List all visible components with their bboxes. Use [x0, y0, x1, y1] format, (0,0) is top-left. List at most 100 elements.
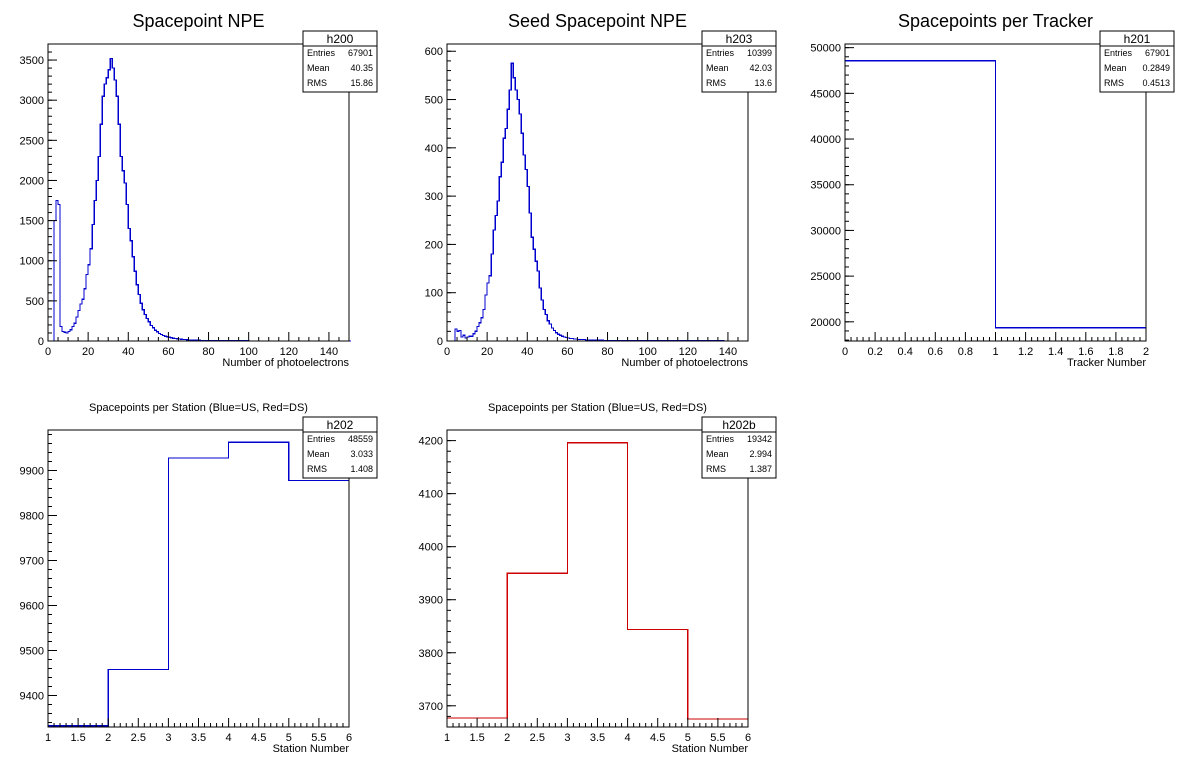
stats-name: h202b: [722, 418, 756, 432]
x-tick-label: 40: [122, 346, 134, 358]
stats-value-rms: 13.6: [754, 78, 772, 88]
x-tick-label: 40: [521, 346, 533, 358]
x-tick-label: 2: [105, 732, 111, 744]
histogram-panel-0: Spacepoint NPE 0 20 40 60 80 100 120 140 0 500 1000…: [20, 11, 378, 369]
x-tick-label: 140: [320, 346, 338, 358]
histogram-panel-3: Spacepoints per Station (Blue=US, Red=DS…: [20, 402, 378, 755]
stats-label-rms: RMS: [307, 464, 327, 474]
stats-value-rms: 0.4513: [1142, 78, 1170, 88]
x-tick-label: 1.6: [1078, 346, 1093, 358]
chart-title: Seed Spacepoint NPE: [508, 11, 687, 31]
x-tick-label: 0: [842, 346, 848, 358]
stats-value-entries: 48559: [348, 434, 373, 444]
stats-box-frame: [701, 416, 777, 479]
stats-value-mean: 2.994: [749, 449, 772, 459]
stats-box: h202 Entries 48559 Mean 3.033 RMS 1.408: [302, 416, 378, 479]
y-tick-label: 9500: [20, 646, 44, 658]
x-tick-label: 5.5: [311, 732, 326, 744]
x-tick-label: 5.5: [710, 732, 725, 744]
stats-box-frame: [1099, 30, 1175, 93]
histogram-line: [47, 441, 349, 727]
y-tick-label: 100: [425, 288, 443, 300]
x-tick-label: 4.5: [251, 732, 266, 744]
y-tick-label: 600: [425, 46, 443, 58]
y-tick-label: 9600: [20, 601, 44, 613]
stats-label-mean: Mean: [1104, 63, 1127, 73]
x-tick-label: 120: [679, 346, 697, 358]
x-tick-label: 1.8: [1108, 346, 1123, 358]
y-tick-label: 3500: [20, 55, 44, 67]
y-tick-label: 200: [425, 239, 443, 251]
x-tick-label: 100: [638, 346, 656, 358]
stats-label-entries: Entries: [1104, 48, 1133, 58]
x-tick-label: 1.2: [1018, 346, 1033, 358]
histogram-line: [447, 62, 748, 342]
histogram-line: [48, 57, 352, 342]
y-tick-label: 9800: [20, 511, 44, 523]
x-tick-label: 6: [346, 732, 352, 744]
stats-value-entries: 67901: [1145, 48, 1170, 58]
chart-title: Spacepoints per Tracker: [898, 11, 1093, 31]
x-tick-label: 1.5: [469, 732, 484, 744]
x-tick-label: 60: [561, 346, 573, 358]
stats-label-mean: Mean: [307, 449, 330, 459]
histogram-line: [844, 60, 1146, 341]
y-tick-label: 45000: [810, 88, 841, 100]
y-tick-label: 4000: [419, 542, 443, 554]
stats-value-rms: 15.86: [350, 78, 373, 88]
chart-title: Spacepoint NPE: [132, 11, 264, 31]
x-tick-label: 3: [564, 732, 570, 744]
stats-box-frame: [302, 416, 378, 479]
x-tick-label: 100: [239, 346, 257, 358]
x-tick-label: 2.5: [131, 732, 146, 744]
y-tick-label: 9900: [20, 466, 44, 478]
y-tick-label: 35000: [810, 180, 841, 192]
y-tick-label: 3900: [419, 595, 443, 607]
stats-value-rms: 1.387: [749, 464, 772, 474]
x-axis-label: Number of photoelectrons: [621, 357, 748, 369]
x-tick-label: 1: [992, 346, 998, 358]
x-tick-label: 4.5: [650, 732, 665, 744]
y-tick-label: 1000: [20, 256, 44, 268]
stats-label-entries: Entries: [307, 434, 336, 444]
y-tick-label: 3700: [419, 701, 443, 713]
stats-value-entries: 67901: [348, 48, 373, 58]
x-tick-label: 0: [444, 346, 450, 358]
x-tick-label: 0.8: [958, 346, 973, 358]
x-tick-label: 1.4: [1048, 346, 1063, 358]
histogram-line: [446, 442, 748, 727]
chart-title: Spacepoints per Station (Blue=US, Red=DS…: [89, 402, 308, 414]
y-tick-label: 2000: [20, 175, 44, 187]
stats-box-frame: [701, 30, 777, 93]
x-axis-label: Number of photoelectrons: [222, 357, 349, 369]
x-tick-label: 6: [745, 732, 751, 744]
x-tick-label: 2.5: [530, 732, 545, 744]
stats-box-frame: [302, 30, 378, 93]
y-tick-label: 50000: [810, 43, 841, 55]
stats-value-mean: 40.35: [350, 63, 373, 73]
histogram-panel-4: Spacepoints per Station (Blue=US, Red=DS…: [419, 402, 777, 755]
histogram-panel-1: Seed Spacepoint NPE 0 20 40 60 80 100 120 140 0 10…: [425, 11, 777, 369]
x-tick-label: 20: [82, 346, 94, 358]
histogram-panel-2: Spacepoints per Tracker 0 0.2 0.4 0.6 0.8 1 1.2…: [810, 11, 1175, 369]
stats-label-rms: RMS: [307, 78, 327, 88]
x-axis-label: Station Number: [672, 743, 749, 755]
stats-name: h203: [726, 32, 753, 46]
y-tick-label: 500: [425, 95, 443, 107]
stats-value-entries: 19342: [747, 434, 772, 444]
x-tick-label: 0.6: [928, 346, 943, 358]
stats-label-entries: Entries: [706, 48, 735, 58]
stats-value-rms: 1.408: [350, 464, 373, 474]
stats-label-mean: Mean: [706, 63, 729, 73]
x-axis-label: Tracker Number: [1067, 357, 1146, 369]
x-axis-label: Station Number: [273, 743, 350, 755]
stats-value-mean: 3.033: [350, 449, 373, 459]
y-tick-label: 400: [425, 143, 443, 155]
stats-value-mean: 42.03: [749, 63, 772, 73]
y-tick-label: 9700: [20, 556, 44, 568]
stats-box: h200 Entries 67901 Mean 40.35 RMS 15.86: [302, 30, 378, 93]
stats-box: h201 Entries 67901 Mean 0.2849 RMS 0.4513: [1099, 30, 1175, 93]
x-tick-label: 3: [165, 732, 171, 744]
stats-box: h202b Entries 19342 Mean 2.994 RMS 1.387: [701, 416, 777, 479]
